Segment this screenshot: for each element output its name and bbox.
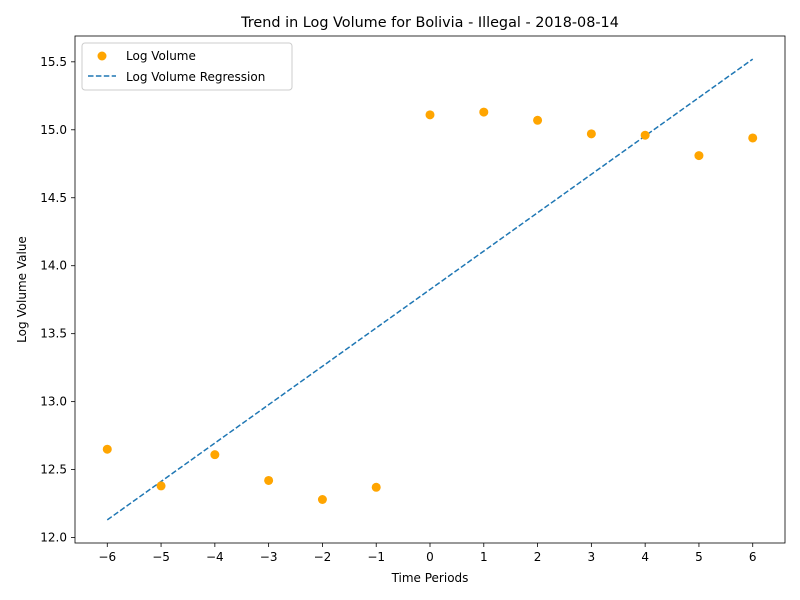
- x-tick-label: −5: [152, 550, 170, 564]
- data-point: [210, 450, 220, 460]
- data-point: [640, 130, 650, 140]
- y-tick-label: 12.0: [40, 531, 67, 545]
- y-tick-label: 13.5: [40, 327, 67, 341]
- data-point: [533, 115, 543, 125]
- x-tick-label: −2: [314, 550, 332, 564]
- data-point: [371, 482, 381, 492]
- y-tick-label: 13.0: [40, 395, 67, 409]
- x-axis-label: Time Periods: [391, 571, 469, 585]
- y-tick-label: 15.5: [40, 55, 67, 69]
- legend: Log Volume Log Volume Regression: [81, 42, 293, 91]
- data-point: [156, 481, 166, 491]
- data-point: [425, 110, 435, 120]
- x-tick-label: 2: [534, 550, 542, 564]
- data-point: [586, 129, 596, 139]
- y-tick-label: 15.0: [40, 123, 67, 137]
- data-point: [479, 107, 489, 117]
- y-tick-label: 12.5: [40, 463, 67, 477]
- scatter-points-layer: [102, 107, 758, 505]
- data-point: [317, 495, 327, 505]
- x-tick-label: −4: [206, 550, 224, 564]
- y-tick-label: 14.0: [40, 259, 67, 273]
- y-axis-label: Log Volume Value: [15, 236, 29, 343]
- x-tick-label: 0: [426, 550, 434, 564]
- data-point: [264, 475, 274, 485]
- data-point: [102, 444, 112, 454]
- x-tick-label: 6: [749, 550, 757, 564]
- x-tick-label: −1: [367, 550, 385, 564]
- x-axis: −6 −5 −4 −3 −2 −1 0 1 2 3 4 5 6: [98, 543, 757, 564]
- y-tick-label: 14.5: [40, 191, 67, 205]
- x-tick-label: −3: [260, 550, 278, 564]
- x-tick-label: 5: [695, 550, 703, 564]
- data-point: [694, 151, 704, 161]
- x-tick-label: 1: [480, 550, 488, 564]
- legend-marker-log-volume: [97, 51, 107, 61]
- x-tick-label: −6: [98, 550, 116, 564]
- chart-title: Trend in Log Volume for Bolivia - Illega…: [240, 15, 619, 31]
- legend-box: [81, 42, 293, 91]
- legend-label-log-volume-regression: Log Volume Regression: [126, 70, 265, 84]
- y-axis: 12.0 12.5 13.0 13.5 14.0 14.5 15.0 15.5: [40, 55, 75, 545]
- x-tick-label: 3: [588, 550, 596, 564]
- data-point: [748, 133, 758, 143]
- x-tick-label: 4: [641, 550, 649, 564]
- legend-label-log-volume: Log Volume: [126, 49, 196, 63]
